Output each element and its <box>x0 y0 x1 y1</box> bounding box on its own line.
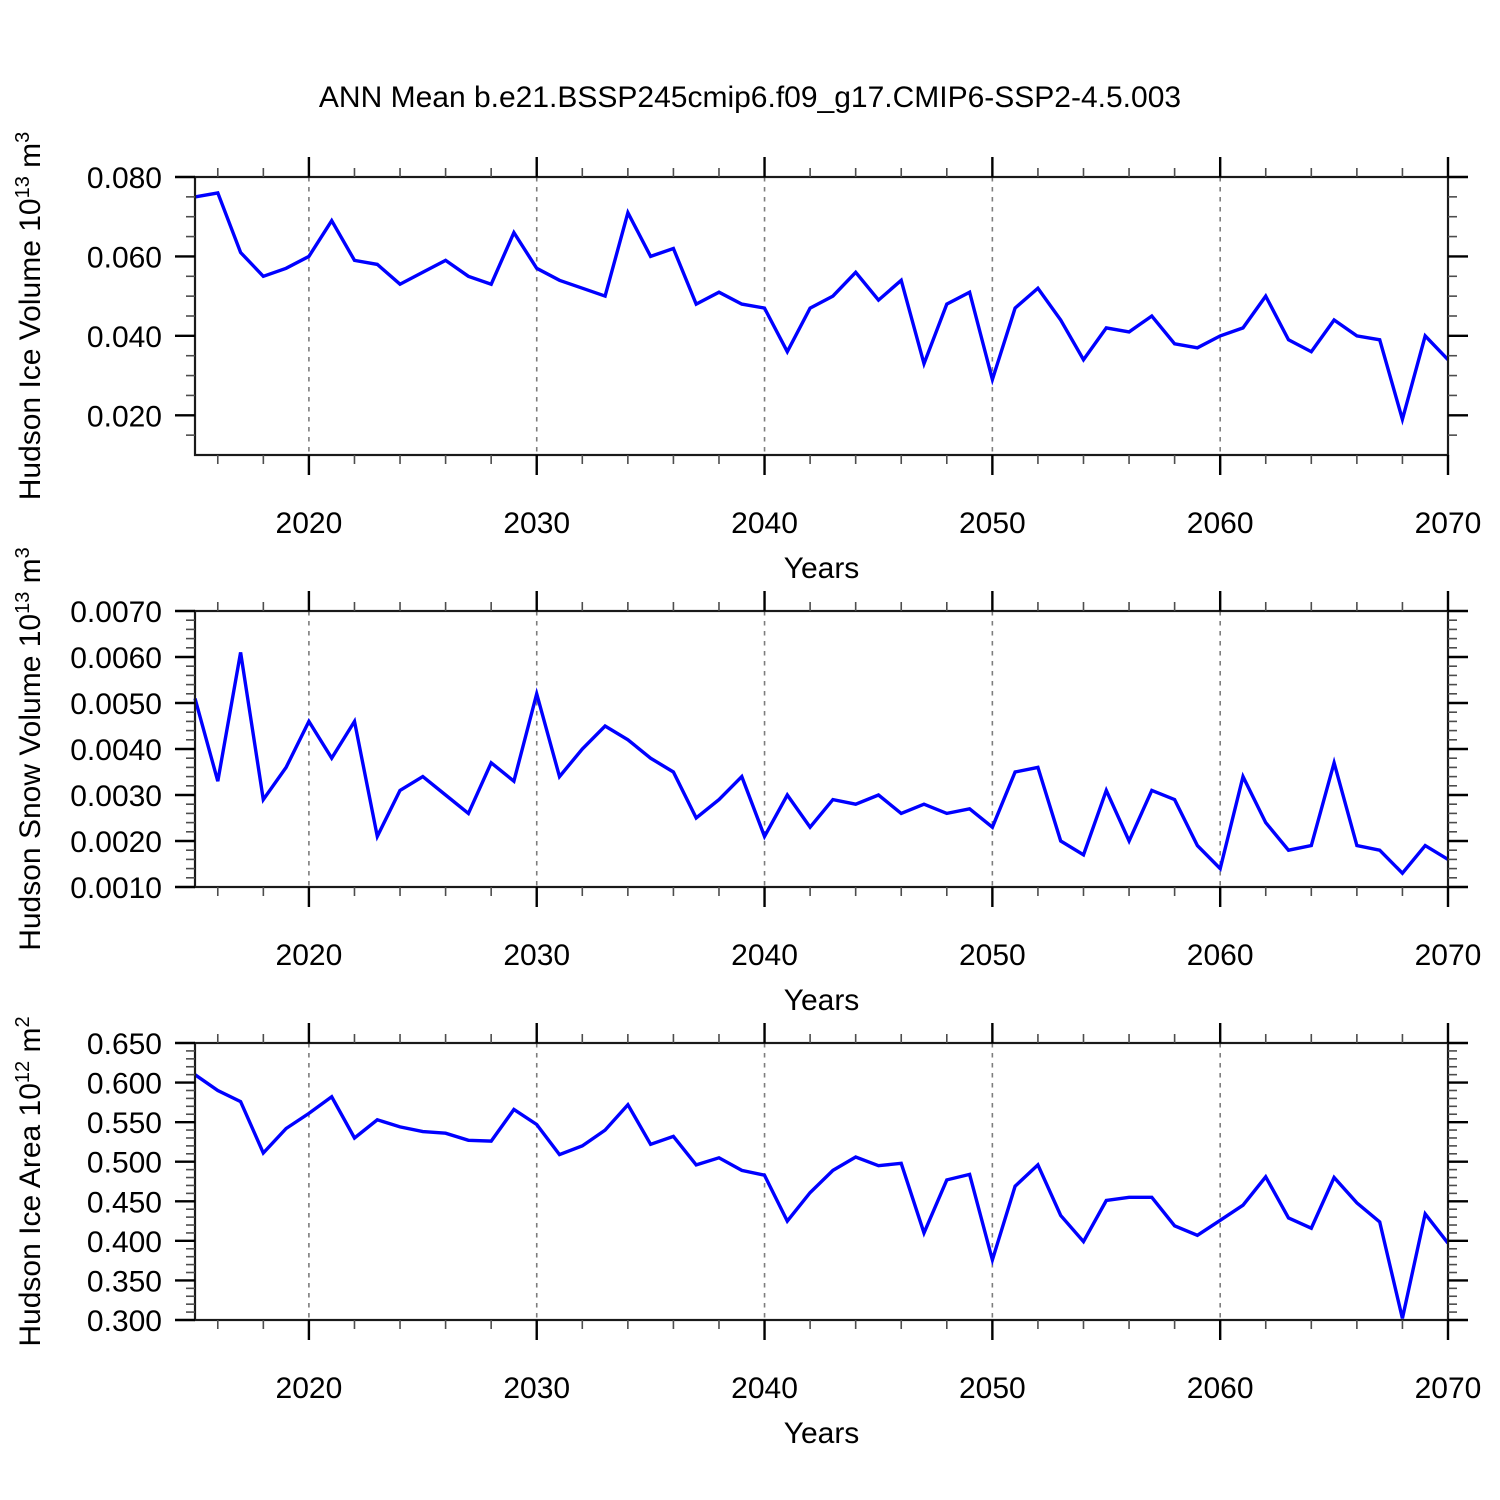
y-tick-label: 0.550 <box>87 1107 162 1140</box>
y-tick-label: 0.500 <box>87 1147 162 1180</box>
y-tick-label: 0.350 <box>87 1265 162 1298</box>
y-tick-label: 0.060 <box>87 241 162 274</box>
y-tick-label: 0.020 <box>87 400 162 433</box>
plot-frame <box>193 609 1450 889</box>
y-tick-label: 0.0070 <box>70 596 162 629</box>
y-tick-label: 0.650 <box>87 1028 162 1061</box>
x-tick-label: 2020 <box>276 1372 343 1405</box>
x-tick-label: 2020 <box>276 507 343 540</box>
y-tick-label: 0.450 <box>87 1186 162 1219</box>
y-tick-label: 0.0030 <box>70 780 162 813</box>
x-tick-label: 2060 <box>1187 1372 1254 1405</box>
y-tick-label: 0.0050 <box>70 688 162 721</box>
y-axis-title: Hudson Ice Volume 1013 m3 <box>12 132 47 501</box>
y-tick-label: 0.0060 <box>70 642 162 675</box>
x-tick-label: 2060 <box>1187 939 1254 972</box>
series-line-snow-volume <box>193 652 1449 876</box>
x-tick-label: 2070 <box>1415 939 1482 972</box>
y-tick-label: 0.600 <box>87 1068 162 1101</box>
y-axis-title: Hudson Snow Volume 1013 m3 <box>12 547 47 951</box>
x-tick-label: 2070 <box>1415 1372 1482 1405</box>
y-tick-label: 0.300 <box>87 1305 162 1338</box>
panel-ice-area: 0.650 0.600 0.550 0.500 0.450 0.400 0.350 0.300… <box>12 1016 1481 1450</box>
series-line-ice-volume <box>194 190 1450 426</box>
x-tick-label: 2030 <box>503 507 570 540</box>
x-tick-label: 2050 <box>959 1372 1026 1405</box>
page-title: ANN Mean b.e21.BSSP245cmip6.f09_g17.CMIP… <box>319 81 1181 114</box>
x-tick-label: 2030 <box>503 1372 570 1405</box>
x-tick-label: 2040 <box>731 939 798 972</box>
panel-snow-volume: 0.0070 0.0060 0.0050 0.0040 0.0030 0.0020 0.00… <box>12 547 1481 1017</box>
y-tick-label: 0.400 <box>87 1226 162 1259</box>
series-line-ice-area <box>194 1073 1450 1319</box>
panel-ice-volume: 0.080 0.060 0.040 0.020 2020 2030 2040 2050 2060… <box>12 132 1481 585</box>
y-tick-label: 0.080 <box>87 162 162 195</box>
plot-frame <box>193 1041 1450 1322</box>
x-axis-title: Years <box>784 552 860 585</box>
y-tick-label: 0.040 <box>87 321 162 354</box>
x-tick-label: 2030 <box>503 939 570 972</box>
x-axis-title: Years <box>784 1417 860 1450</box>
x-tick-label: 2040 <box>731 1372 798 1405</box>
x-tick-label: 2020 <box>276 939 343 972</box>
y-tick-label: 0.0010 <box>70 872 162 905</box>
x-tick-label: 2060 <box>1187 507 1254 540</box>
x-tick-label: 2040 <box>731 507 798 540</box>
x-tick-label: 2050 <box>959 939 1026 972</box>
x-tick-label: 2050 <box>959 507 1026 540</box>
y-tick-label: 0.0020 <box>70 826 162 859</box>
plot-frame <box>193 175 1450 457</box>
x-tick-label: 2070 <box>1415 507 1482 540</box>
y-axis-title: Hudson Ice Area 1012 m2 <box>12 1016 47 1346</box>
x-axis-title: Years <box>784 984 860 1017</box>
y-tick-label: 0.0040 <box>70 734 162 767</box>
